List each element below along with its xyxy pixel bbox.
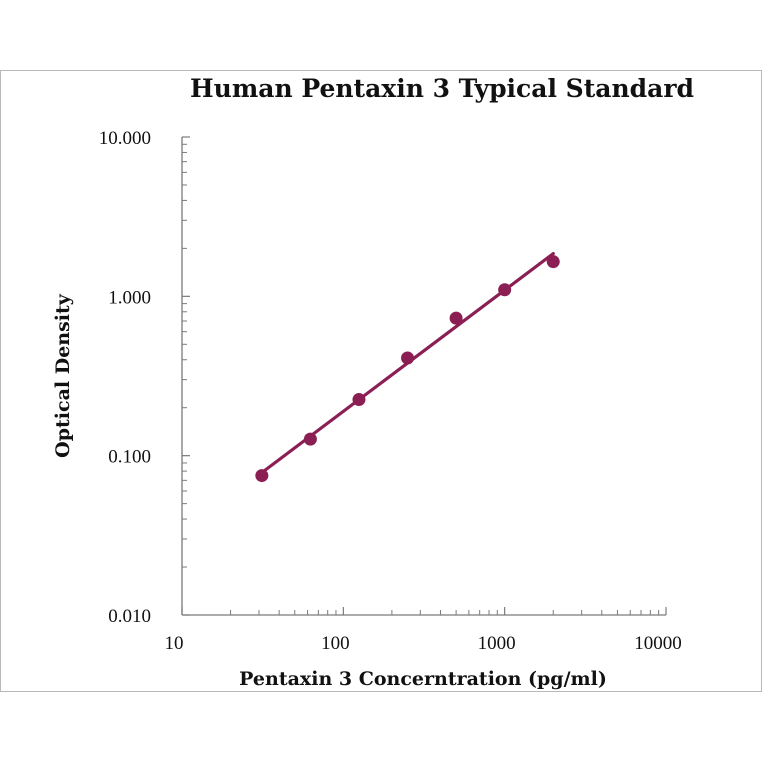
x-tick-label: 100 (321, 633, 350, 654)
data-point (255, 469, 269, 483)
x-tick-label: 10000 (634, 633, 682, 654)
y-tick-label: 1.000 (108, 287, 151, 308)
chart-title: Human Pentaxin 3 Typical Standard (190, 74, 694, 103)
y-tick-label: 10.000 (99, 128, 151, 149)
data-point (449, 311, 463, 325)
x-axis-label: Pentaxin 3 Concerntration (pg/ml) (239, 668, 607, 690)
x-tick-label: 1000 (478, 633, 516, 654)
axes: 0.010 0.100 1.000 10.000 10 100 1000 10000 (99, 128, 682, 654)
y-axis-label: Optical Density (52, 293, 74, 458)
data-point (546, 255, 560, 269)
chart-frame: Human Pentaxin 3 Typical Standard Optica… (0, 70, 762, 692)
data-point (401, 351, 415, 365)
y-tick-label: 0.010 (108, 606, 151, 627)
x-tick-label: 10 (165, 633, 184, 654)
chart-svg: Human Pentaxin 3 Typical Standard Optica… (52, 74, 694, 690)
plot-area (255, 252, 560, 483)
data-point (303, 432, 317, 446)
data-point (498, 283, 512, 297)
y-tick-label: 0.100 (108, 447, 151, 468)
data-point (352, 393, 366, 407)
